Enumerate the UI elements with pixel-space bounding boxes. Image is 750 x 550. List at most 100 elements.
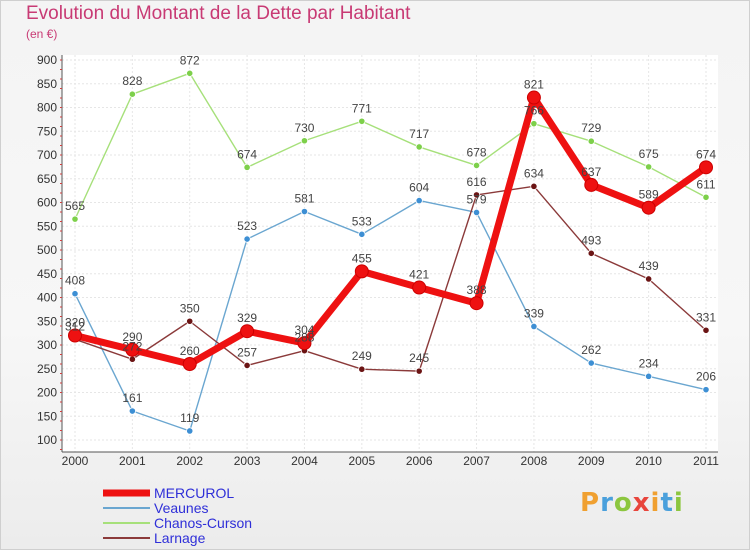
y-tick-label: 850 <box>37 77 57 91</box>
y-tick-label: 200 <box>37 386 57 400</box>
data-label-veaunes: 206 <box>696 370 716 384</box>
data-point-chanos-curson <box>587 137 595 145</box>
data-point-chanos-curson <box>702 193 710 201</box>
data-point-chanos-curson <box>243 163 251 171</box>
data-point-chanos-curson <box>472 161 481 170</box>
x-tick-label: 2011 <box>693 454 719 468</box>
data-label-mercurol: 260 <box>180 344 200 358</box>
data-label-veaunes: 119 <box>180 411 199 425</box>
data-label-veaunes: 262 <box>581 343 601 357</box>
y-tick-label: 250 <box>37 362 57 376</box>
y-tick-label: 700 <box>37 148 57 162</box>
data-label-chanos-curson: 872 <box>180 53 200 67</box>
data-label-veaunes: 533 <box>352 214 372 228</box>
data-point-chanos-curson <box>530 120 538 128</box>
data-label-larnage: 493 <box>581 233 601 247</box>
data-label-larnage: 616 <box>467 175 487 189</box>
data-point-chanos-curson <box>415 143 423 151</box>
logo-letter: o <box>613 488 633 518</box>
data-label-veaunes: 581 <box>294 192 314 206</box>
y-tick-label: 800 <box>37 101 57 115</box>
y-tick-label: 500 <box>37 243 57 257</box>
data-point-mercurol <box>469 296 484 311</box>
legend-label-mercurol: MERCUROL <box>154 485 234 501</box>
data-point-veaunes <box>300 207 309 216</box>
data-point-veaunes <box>645 372 653 380</box>
data-point-mercurol <box>182 357 197 371</box>
data-point-veaunes <box>702 386 710 394</box>
data-label-chanos-curson: 565 <box>65 199 85 213</box>
data-label-larnage: 350 <box>180 301 200 315</box>
data-point-mercurol <box>354 264 369 279</box>
data-point-larnage <box>472 191 481 199</box>
logo-letter: P <box>580 488 601 518</box>
data-point-larnage <box>415 367 423 375</box>
x-tick-label: 2005 <box>348 454 375 468</box>
data-label-larnage: 439 <box>639 259 659 273</box>
y-tick-label: 300 <box>37 338 57 352</box>
data-point-larnage <box>587 249 595 257</box>
x-tick-label: 2008 <box>521 454 548 468</box>
data-label-larnage: 272 <box>122 339 142 353</box>
y-tick-label: 650 <box>37 172 57 186</box>
data-label-larnage: 312 <box>65 319 85 333</box>
data-point-mercurol <box>526 90 541 105</box>
x-tick-label: 2002 <box>176 454 203 468</box>
y-tick-label: 550 <box>37 219 57 233</box>
data-label-chanos-curson: 675 <box>639 147 659 161</box>
data-label-mercurol: 304 <box>294 323 314 337</box>
logo-letter: x <box>632 488 651 518</box>
x-tick-label: 2007 <box>463 454 490 468</box>
data-label-mercurol: 421 <box>409 268 429 282</box>
data-label-chanos-curson: 828 <box>122 74 142 88</box>
data-label-chanos-curson: 730 <box>294 121 314 135</box>
proxiti-logo: Proxiti <box>580 488 684 518</box>
legend-label-chanos-curson: Chanos-Curson <box>154 515 252 531</box>
x-tick-label: 2000 <box>62 454 89 468</box>
series-line-larnage <box>74 185 707 372</box>
data-point-chanos-curson <box>71 215 79 223</box>
y-tick-label: 900 <box>37 53 57 67</box>
data-point-mercurol <box>68 328 82 343</box>
data-point-larnage <box>128 355 136 363</box>
data-label-mercurol: 320 <box>65 316 85 330</box>
x-tick-label: 2006 <box>406 454 433 468</box>
data-point-mercurol <box>240 324 255 339</box>
legend-label-veaunes: Veaunes <box>154 500 209 516</box>
data-point-mercurol <box>699 160 713 175</box>
legend-label-larnage: Larnage <box>154 530 206 546</box>
data-label-chanos-curson: 678 <box>467 145 487 159</box>
data-label-chanos-curson: 766 <box>524 104 544 118</box>
data-label-mercurol: 290 <box>122 330 142 344</box>
data-point-veaunes <box>587 359 595 367</box>
y-tick-label: 750 <box>37 124 57 138</box>
data-label-larnage: 288 <box>294 331 314 345</box>
data-point-chanos-curson <box>358 117 366 125</box>
data-point-veaunes <box>530 322 538 331</box>
logo-letter: i <box>673 488 684 518</box>
x-tick-label: 2003 <box>234 454 261 468</box>
data-label-veaunes: 161 <box>122 391 142 405</box>
data-label-larnage: 245 <box>409 351 429 365</box>
plot-area <box>62 55 718 452</box>
data-point-veaunes <box>128 407 136 415</box>
y-tick-label: 450 <box>37 267 57 281</box>
data-label-mercurol: 388 <box>467 283 487 297</box>
y-tick-label: 350 <box>37 314 57 328</box>
data-point-larnage <box>186 317 194 325</box>
data-point-veaunes <box>358 230 366 238</box>
data-label-veaunes: 523 <box>237 219 257 233</box>
logo-letter: r <box>600 488 614 518</box>
data-label-larnage: 257 <box>237 345 257 359</box>
data-label-larnage: 249 <box>352 349 372 363</box>
data-point-chanos-curson <box>128 90 136 98</box>
data-point-larnage <box>243 361 251 370</box>
data-point-chanos-curson <box>645 163 653 171</box>
data-label-veaunes: 408 <box>65 274 85 288</box>
data-point-larnage <box>530 182 538 190</box>
data-point-larnage <box>645 275 653 283</box>
data-label-mercurol: 455 <box>352 251 372 265</box>
data-label-larnage: 634 <box>524 166 544 180</box>
data-point-mercurol <box>125 342 140 357</box>
